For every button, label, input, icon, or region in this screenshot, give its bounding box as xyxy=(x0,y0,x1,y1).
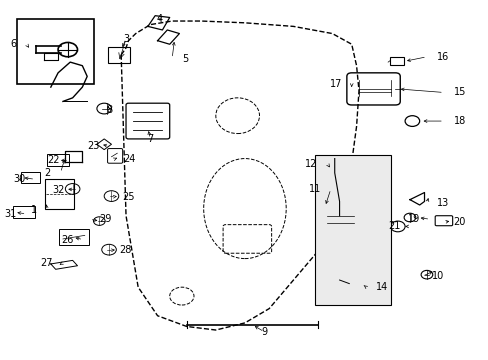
Text: 20: 20 xyxy=(453,217,465,227)
Text: 24: 24 xyxy=(123,154,136,164)
Text: 18: 18 xyxy=(453,116,465,126)
Text: 5: 5 xyxy=(182,54,188,64)
Text: 17: 17 xyxy=(329,78,341,89)
Text: 23: 23 xyxy=(87,141,99,151)
Text: 27: 27 xyxy=(41,258,53,268)
Text: 31: 31 xyxy=(4,209,17,219)
Text: 13: 13 xyxy=(436,198,448,208)
Text: 7: 7 xyxy=(147,134,153,144)
Text: 28: 28 xyxy=(120,246,132,255)
Text: 4: 4 xyxy=(157,14,163,24)
Text: 8: 8 xyxy=(106,105,112,115)
Text: 9: 9 xyxy=(261,327,267,337)
Text: 6: 6 xyxy=(11,39,17,49)
Text: 29: 29 xyxy=(99,214,111,224)
Text: 2: 2 xyxy=(44,168,51,178)
Text: 30: 30 xyxy=(13,174,25,184)
Text: 3: 3 xyxy=(122,34,129,44)
Text: 32: 32 xyxy=(52,185,64,195)
Text: 26: 26 xyxy=(61,235,74,245)
Text: 10: 10 xyxy=(431,271,443,282)
Text: 14: 14 xyxy=(375,282,387,292)
FancyBboxPatch shape xyxy=(315,155,390,305)
Text: 16: 16 xyxy=(436,52,448,62)
Text: 15: 15 xyxy=(453,87,465,98)
Text: 12: 12 xyxy=(305,159,317,169)
Text: 21: 21 xyxy=(387,221,400,231)
Text: 11: 11 xyxy=(308,184,321,194)
Text: 25: 25 xyxy=(122,192,135,202)
Text: 19: 19 xyxy=(407,214,420,224)
Text: 22: 22 xyxy=(47,156,60,165)
Text: 1: 1 xyxy=(31,205,37,215)
